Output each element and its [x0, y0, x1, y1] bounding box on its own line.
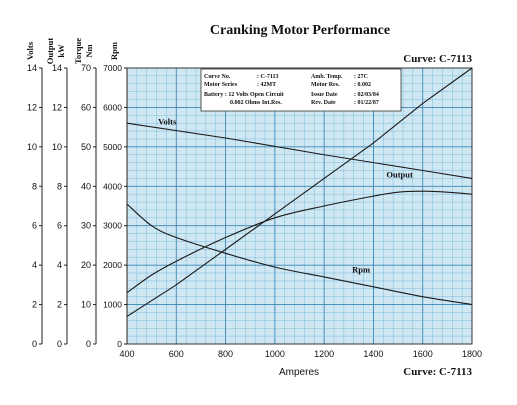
series-rpm-label: Rpm [352, 264, 370, 274]
info-box-frame [200, 68, 402, 112]
series-volts-line [126, 122, 473, 179]
torque-tick-label: 70 [81, 63, 91, 73]
info-rev-date-value: : 01/22/87 [354, 100, 379, 106]
output-tick-label: 14 [52, 63, 62, 73]
info-curve-no-key: Curve No. [204, 74, 231, 80]
volts-tick-label: 14 [27, 63, 37, 73]
info-motor-series-key: Motor Series [204, 82, 238, 88]
rpm-tick-label: 0 [117, 339, 122, 349]
info-amb-temp-key: Amb. Temp. [311, 74, 343, 80]
tick-labels: 0 2 4 6 8 10 12 14 0 2 4 6 8 10 12 14 0 10 20 30 40 50 60 70 0 10… [27, 63, 482, 359]
output-tick-label: 0 [57, 339, 62, 349]
info-int-res-key: 0.002 Ohms Int.Res. [230, 100, 282, 106]
x-tick-label: 1000 [265, 349, 285, 359]
output-tick-label: 12 [52, 102, 62, 112]
output-tick-label: 8 [57, 181, 62, 191]
info-rev-date-key: Rev. Date [311, 100, 336, 106]
info-motor-res-key: Motor Res. [311, 82, 340, 88]
rpm-axis-title: Rpm [109, 42, 119, 60]
volts-tick-label: 8 [32, 181, 37, 191]
series-volts-label: Volts [158, 117, 177, 127]
torque-tick-label: 60 [81, 102, 91, 112]
volts-tick-label: 12 [27, 102, 37, 112]
info-curve-no-value: : C-7113 [257, 74, 279, 80]
x-tick-label: 1800 [462, 349, 482, 359]
torque-tick-label: 30 [81, 221, 91, 231]
info-box: Curve No. : C-7113 Amb. Temp. : 27C Moto… [200, 68, 402, 112]
rpm-tick-label: 3000 [103, 221, 122, 231]
series-rpm-line [126, 203, 473, 306]
volts-tick-label: 4 [32, 260, 37, 270]
x-tick-label: 800 [218, 349, 233, 359]
rpm-tick-label: 1000 [103, 300, 122, 310]
info-issue-date-value: : 02/03/84 [354, 92, 379, 98]
output-tick-label: 10 [52, 142, 62, 152]
torque-tick-label: 20 [81, 260, 91, 270]
torque-axis-unit: Nm [84, 44, 94, 57]
torque-tick-label: 10 [81, 300, 91, 310]
torque-axis-title: Torque [73, 38, 83, 64]
info-amb-temp-value: : 27C [354, 74, 368, 80]
rpm-tick-label: 5000 [103, 142, 122, 152]
rpm-tick-label: 6000 [103, 102, 122, 112]
plot-background [127, 68, 472, 344]
series-output-line [126, 190, 473, 294]
series: VoltsTorqueOutputRpm [126, 67, 473, 317]
x-tick-label: 1200 [314, 349, 334, 359]
x-tick-label: 1400 [363, 349, 383, 359]
output-axis-unit: kW [56, 44, 66, 58]
volts-tick-label: 2 [32, 300, 37, 310]
output-tick-label: 6 [57, 221, 62, 231]
volts-tick-label: 10 [27, 142, 37, 152]
curve-id-bottom: Curve: C-7113 [403, 366, 472, 378]
torque-tick-label: 50 [81, 142, 91, 152]
x-axis-title: Amperes [279, 367, 319, 378]
volts-axis-title: Volts [25, 41, 35, 60]
output-tick-label: 4 [57, 260, 62, 270]
x-tick-label: 600 [169, 349, 184, 359]
rpm-tick-label: 7000 [103, 63, 122, 73]
series-output-label: Output [386, 170, 413, 180]
curve-id-top: Curve: C-7113 [403, 53, 472, 65]
rpm-tick-label: 4000 [103, 181, 122, 191]
rpm-tick-label: 2000 [103, 260, 122, 270]
volts-tick-label: 0 [32, 339, 37, 349]
info-motor-series-value: : 42MT [257, 82, 276, 88]
output-tick-label: 2 [57, 300, 62, 310]
info-issue-date-key: Issue Date [311, 92, 338, 98]
chart-title: Cranking Motor Performance [210, 23, 390, 38]
torque-tick-label: 40 [81, 181, 91, 191]
info-battery-key: Battery : 12 Volts Open Circuit [204, 92, 284, 98]
y-axes: Volts Output kW Torque Nm Rpm [25, 38, 128, 344]
output-axis-title: Output [45, 38, 55, 65]
x-tick-label: 400 [119, 349, 134, 359]
volts-tick-label: 6 [32, 221, 37, 231]
series-torque-line [126, 67, 473, 317]
torque-tick-label: 0 [86, 339, 91, 349]
info-motor-res-value: : 0.002 [354, 82, 371, 88]
x-tick-label: 1600 [413, 349, 433, 359]
